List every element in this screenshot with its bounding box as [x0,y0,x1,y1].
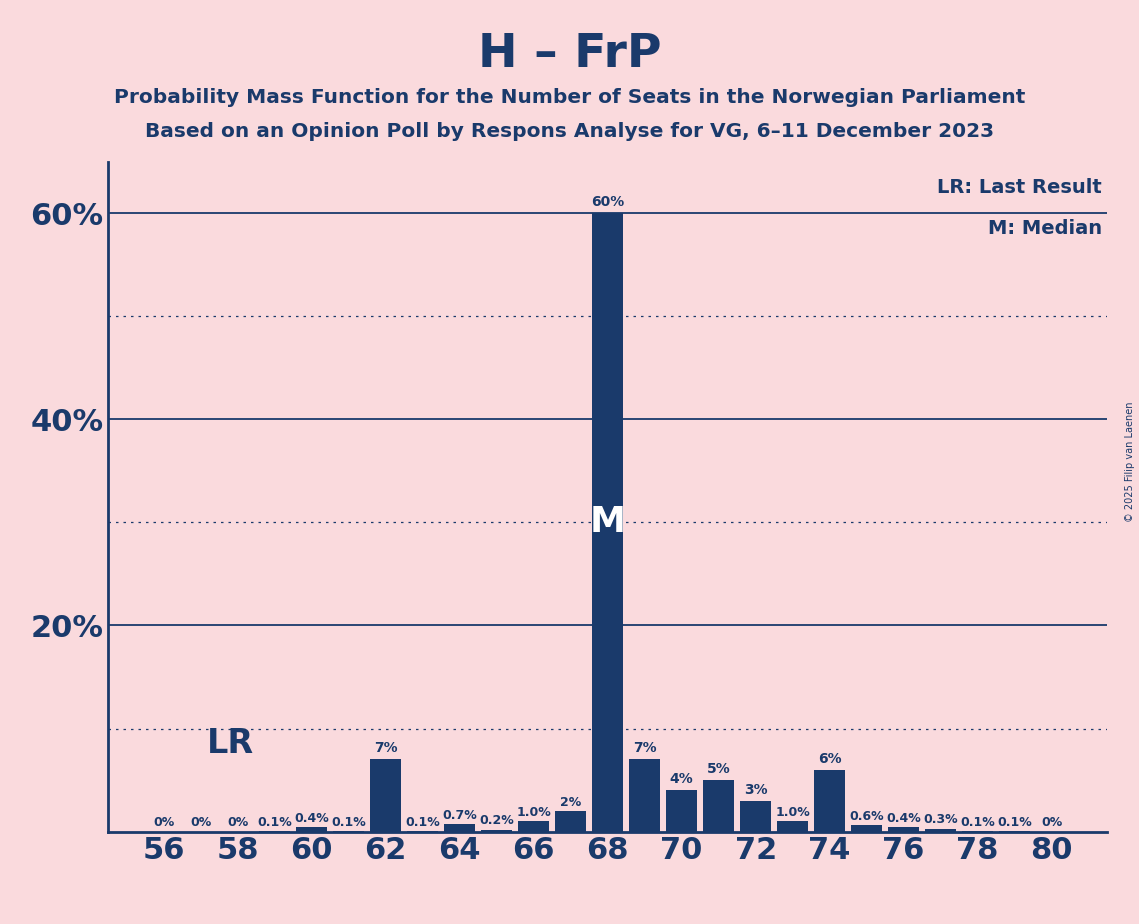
Bar [666,790,697,832]
Text: 0%: 0% [190,816,212,829]
Text: 5%: 5% [707,762,730,776]
Bar [333,831,364,832]
Text: 0.6%: 0.6% [850,810,884,823]
Bar [814,770,845,832]
Bar [703,780,735,832]
Text: 0.1%: 0.1% [998,816,1032,829]
Text: 0.2%: 0.2% [480,814,514,828]
Text: 0.1%: 0.1% [405,816,440,829]
Text: 0.4%: 0.4% [294,812,329,825]
Bar [999,831,1031,832]
Text: 0%: 0% [227,816,248,829]
Bar [740,801,771,832]
Text: H – FrP: H – FrP [477,32,662,78]
Bar [888,828,919,832]
Text: 0%: 0% [1041,816,1063,829]
Text: 1.0%: 1.0% [516,807,551,820]
Bar [555,811,587,832]
Bar [592,213,623,832]
Text: LR: Last Result: LR: Last Result [937,178,1103,198]
Bar [370,760,401,832]
Bar [925,829,957,832]
Text: 2%: 2% [560,796,581,808]
Bar [777,821,809,832]
Text: 0.4%: 0.4% [886,812,921,825]
Text: 1.0%: 1.0% [776,807,810,820]
Text: 0.1%: 0.1% [257,816,292,829]
Bar [518,821,549,832]
Text: 7%: 7% [374,741,398,755]
Bar [407,831,439,832]
Text: 0.1%: 0.1% [331,816,366,829]
Text: Based on an Opinion Poll by Respons Analyse for VG, 6–11 December 2023: Based on an Opinion Poll by Respons Anal… [145,122,994,141]
Text: 60%: 60% [591,195,624,209]
Bar [259,831,290,832]
Text: 4%: 4% [670,772,694,786]
Text: LR: LR [207,727,254,760]
Text: 0%: 0% [153,816,174,829]
Text: 3%: 3% [744,783,768,796]
Text: 0.1%: 0.1% [960,816,995,829]
Bar [296,828,327,832]
Text: M: M [590,505,625,540]
Text: Probability Mass Function for the Number of Seats in the Norwegian Parliament: Probability Mass Function for the Number… [114,88,1025,107]
Text: 6%: 6% [818,751,842,766]
Bar [444,824,475,832]
Bar [629,760,661,832]
Text: © 2025 Filip van Laenen: © 2025 Filip van Laenen [1125,402,1134,522]
Text: 7%: 7% [633,741,656,755]
Text: M: Median: M: Median [988,219,1103,237]
Text: 0.3%: 0.3% [924,813,958,826]
Bar [962,831,993,832]
Bar [851,825,883,832]
Bar [481,830,513,832]
Text: 0.7%: 0.7% [442,809,477,822]
